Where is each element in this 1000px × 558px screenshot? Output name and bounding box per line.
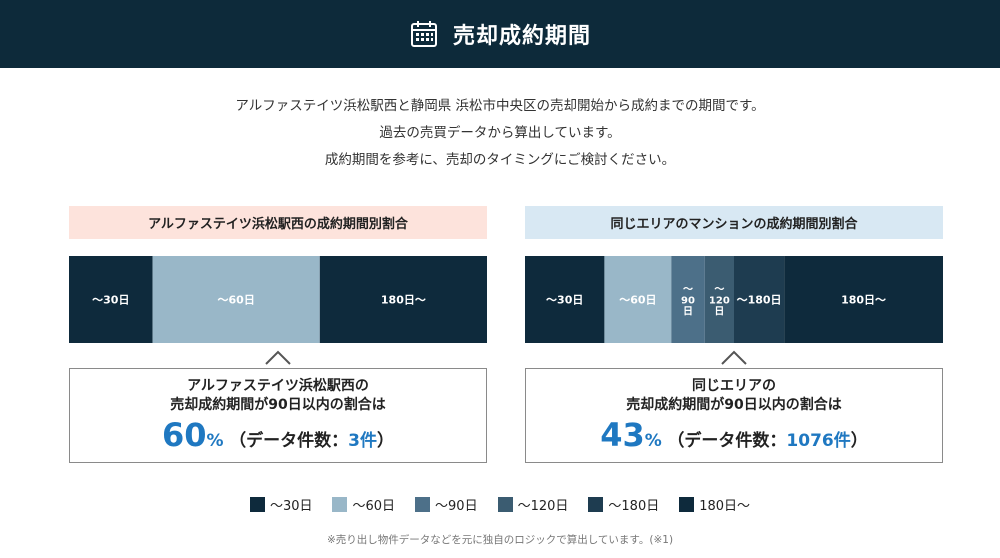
bar-segment-label: 〜 120 日	[709, 285, 730, 318]
legend-item: 〜30日	[249, 495, 313, 514]
legend-item: 180日〜	[679, 495, 750, 514]
bar-segment-label: 〜 90 日	[681, 285, 695, 318]
bar-segment	[319, 256, 487, 343]
intro-line: 過去の売買データから算出しています。	[379, 125, 621, 141]
legend-swatch	[249, 497, 265, 512]
result-count: 1076件	[786, 431, 851, 451]
result-count-prefix: （データ件数：	[667, 431, 787, 451]
property-result-box: アルファステイツ浜松駅西の 売却成約期間が90日以内の割合は 60% （データ件…	[69, 368, 487, 463]
legend-label: 〜180日	[608, 499, 660, 514]
bar-segment	[784, 256, 943, 343]
legend-label: 〜90日	[435, 499, 478, 514]
area-panel: 同じエリアのマンションの成約期間別割合 〜30日 〜60日 〜 90 日〜 120 日〜18…	[525, 206, 943, 463]
result-line3: 43% （データ件数：1076件）	[526, 416, 942, 454]
bar-segment-label: 180日〜	[381, 294, 426, 307]
area-chart-title: 同じエリアのマンションの成約期間別割合	[525, 206, 943, 239]
result-line2: 売却成約期間が90日以内の割合は	[170, 397, 386, 413]
legend-item: 〜90日	[415, 495, 478, 514]
page-title: 売却成約期間	[452, 24, 591, 49]
legend-item: 〜120日	[497, 495, 569, 514]
result-count: 3件	[348, 431, 377, 451]
bar-segment	[604, 256, 672, 343]
legend-swatch	[332, 497, 348, 512]
legend-item: 〜180日	[588, 495, 659, 514]
bar-segment	[734, 256, 785, 343]
intro-line: アルファステイツ浜松駅西と静岡県 浜松市中央区の売却開始から成約までの期間です。	[235, 98, 765, 114]
legend-swatch	[497, 497, 513, 512]
legend-swatch	[415, 497, 431, 512]
property-stacked-bar: 〜30日 〜60日 180日〜	[69, 256, 487, 343]
chart-legend: 〜30日 〜60日 〜90日 〜120日 〜180日 180日〜	[0, 495, 1000, 514]
page-header: 売却成約期間	[0, 0, 1000, 68]
bar-segment	[671, 256, 705, 343]
caret-up-icon	[264, 348, 292, 368]
result-count-prefix: （データ件数：	[229, 431, 349, 451]
bar-segment-label: 〜60日	[619, 294, 656, 307]
bar-segment-label: 〜30日	[92, 294, 129, 307]
intro-text: アルファステイツ浜松駅西と静岡県 浜松市中央区の売却開始から成約までの期間です。…	[0, 93, 1000, 174]
result-count-suffix: ）	[377, 431, 394, 451]
bar-segment-label: 180日〜	[841, 294, 886, 307]
legend-swatch	[679, 497, 695, 512]
legend-label: 〜60日	[352, 499, 396, 514]
bar-segment	[704, 256, 734, 343]
result-percent-unit: %	[644, 431, 662, 451]
bar-segment	[69, 256, 153, 343]
intro-line: 成約期間を参考に、売却のタイミングにご検討ください。	[324, 152, 676, 168]
result-count-suffix: ）	[850, 431, 868, 451]
calendar-icon	[409, 19, 439, 49]
caret-up-icon	[720, 348, 748, 368]
legend-item: 〜60日	[332, 495, 395, 514]
result-line1: アルファステイツ浜松駅西の	[187, 378, 369, 394]
result-line3: 60% （データ件数：3件）	[70, 416, 486, 454]
legend-swatch	[588, 497, 604, 512]
area-stacked-bar: 〜30日 〜60日 〜 90 日〜 120 日〜180日 180日〜	[525, 256, 943, 343]
legend-label: 〜120日	[517, 499, 569, 514]
bar-segment-label: 〜60日	[218, 294, 255, 307]
result-line2: 売却成約期間が90日以内の割合は	[626, 397, 842, 413]
legend-label: 180日〜	[699, 499, 751, 514]
result-percent-unit: %	[206, 431, 224, 451]
bar-segment-label: 〜30日	[546, 294, 583, 307]
result-percent: 60	[162, 416, 207, 454]
bar-segment-label: 〜180日	[737, 294, 782, 307]
result-percent: 43	[600, 416, 645, 454]
result-line1: 同じエリアの	[692, 378, 776, 394]
footnote: ※売り出し物件データなどを元に独自のロジックで算出しています。(※1)	[326, 534, 674, 546]
bar-segment	[152, 256, 320, 343]
bar-segment	[525, 256, 605, 343]
area-result-box: 同じエリアの 売却成約期間が90日以内の割合は 43% （データ件数：1076件…	[525, 368, 943, 463]
property-chart-title: アルファステイツ浜松駅西の成約期間別割合	[69, 206, 487, 239]
property-panel: アルファステイツ浜松駅西の成約期間別割合 〜30日 〜60日 180日〜 アルファス…	[69, 206, 487, 463]
legend-label: 〜30日	[269, 499, 313, 514]
